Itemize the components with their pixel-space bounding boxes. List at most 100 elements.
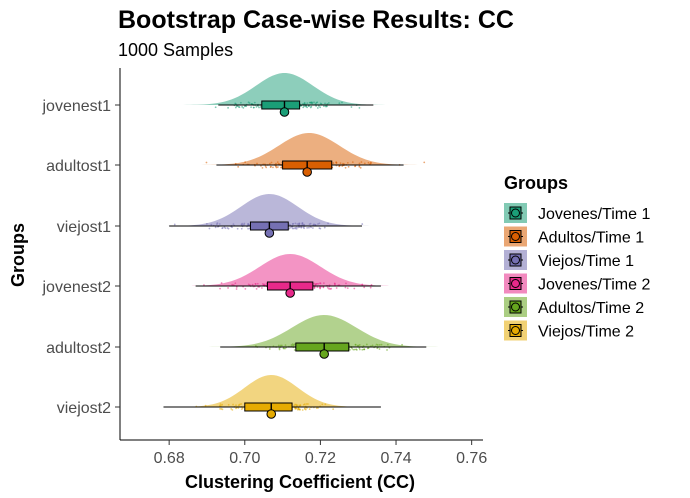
sample-point <box>265 166 268 169</box>
sample-point <box>275 162 277 165</box>
sample-point <box>234 106 237 109</box>
group-row-jovenest1: jovenest1 <box>42 73 431 117</box>
sample-point <box>221 403 224 406</box>
sample-point <box>284 347 286 350</box>
sample-point <box>334 283 336 286</box>
sample-point <box>297 226 300 229</box>
mean-point <box>279 107 290 117</box>
sample-point <box>319 287 321 290</box>
sample-point <box>294 403 296 406</box>
sample-point <box>313 101 315 104</box>
y-tick-label: viejost2 <box>57 400 111 417</box>
sample-point <box>296 404 299 407</box>
sample-point <box>358 106 361 109</box>
sample-point <box>363 162 366 165</box>
sample-point <box>307 403 309 405</box>
sample-point <box>250 106 252 108</box>
sample-point <box>235 288 238 290</box>
y-tick-label: adultost1 <box>46 158 111 175</box>
sample-point <box>423 161 426 164</box>
legend-point <box>511 232 520 241</box>
sample-point <box>361 348 364 351</box>
sample-point <box>312 227 314 229</box>
x-tick-label: 0.70 <box>229 450 260 467</box>
legend-point <box>511 208 520 218</box>
sample-point <box>332 162 335 164</box>
sample-point <box>278 163 281 165</box>
sample-point <box>365 343 368 346</box>
sample-point <box>308 226 310 229</box>
sample-point <box>344 166 347 169</box>
sample-point <box>241 105 244 108</box>
sample-point <box>367 347 370 349</box>
sample-point <box>303 407 306 410</box>
group-row-viejost1: viejost1 <box>57 194 376 238</box>
sample-point <box>299 404 302 407</box>
sample-point <box>327 102 330 104</box>
sample-point <box>378 343 381 346</box>
sample-point <box>328 287 330 290</box>
sample-point <box>346 161 349 164</box>
sample-point <box>313 223 316 226</box>
sample-point <box>308 223 311 226</box>
plot-area: 0.68 0.70 0.72 0.74 0.76 jovenest1 adultost1 vi… <box>42 68 487 467</box>
sample-point <box>302 102 304 105</box>
sample-point <box>326 103 329 105</box>
sample-point <box>214 106 217 109</box>
density-cloud <box>167 194 376 226</box>
sample-point <box>380 343 383 346</box>
sample-point <box>251 283 254 286</box>
sample-point <box>244 287 247 290</box>
sample-point <box>254 345 257 347</box>
sample-point <box>302 403 305 406</box>
sample-point <box>363 286 366 289</box>
y-tick-label: viejost1 <box>57 219 111 236</box>
sample-point <box>210 223 213 226</box>
sample-point <box>333 282 336 285</box>
legend-item-jovenest2: Jovenes/Time 2 <box>504 273 650 294</box>
sample-point <box>310 105 313 108</box>
sample-point <box>341 101 343 104</box>
legend-label: Viejos/Time 2 <box>538 324 634 341</box>
sample-point <box>298 222 301 225</box>
sample-point <box>203 284 205 286</box>
sample-point <box>247 227 250 230</box>
sample-point <box>324 102 326 105</box>
sample-point <box>220 407 223 410</box>
sample-point <box>268 162 271 165</box>
sample-point <box>332 408 335 411</box>
sample-point <box>279 344 282 347</box>
sample-point <box>353 348 356 351</box>
x-axis-title: Clustering Coefficient (CC) <box>185 472 415 492</box>
sample-point <box>232 223 235 226</box>
sample-point <box>296 408 299 411</box>
sample-point <box>258 106 260 109</box>
legend-title: Groups <box>504 173 568 193</box>
group-row-viejost2: viejost2 <box>57 375 400 419</box>
sample-point <box>238 404 240 407</box>
legend-label: Jovenes/Time 2 <box>538 277 650 294</box>
group-row-jovenest2: jovenest2 <box>42 254 389 298</box>
sample-point <box>221 227 224 230</box>
sample-point <box>301 409 304 411</box>
legend-item-adultost2: Adultos/Time 2 <box>504 297 644 317</box>
sample-point <box>240 227 243 230</box>
sample-point <box>173 223 176 226</box>
sample-point <box>308 101 311 104</box>
sample-point <box>282 347 285 350</box>
sample-point <box>358 347 361 350</box>
sample-point <box>371 344 374 347</box>
mean-point <box>264 228 275 238</box>
sample-point <box>293 349 296 351</box>
sample-point <box>351 161 354 164</box>
sample-point <box>248 102 251 105</box>
sample-point <box>235 105 238 108</box>
sample-point <box>237 165 240 168</box>
sample-point <box>242 106 245 109</box>
sample-point <box>318 227 321 230</box>
sample-point <box>315 105 317 107</box>
sample-point <box>303 105 306 108</box>
sample-point <box>335 161 338 164</box>
sample-point <box>261 166 264 169</box>
